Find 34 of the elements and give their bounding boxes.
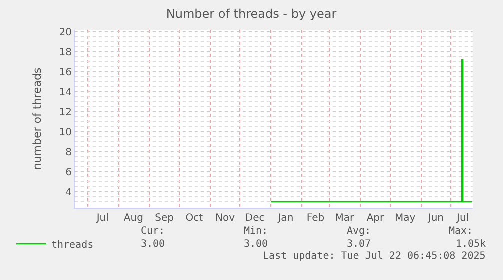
y-tick-label: 4 [66,188,72,198]
x-tick-label: Jun [427,213,444,224]
text: 1.05k [456,239,486,250]
x-tick-label: Aug [124,213,144,224]
text: 3.07 [347,239,372,250]
text: Max: [449,226,474,237]
x-tick-label: Oct [186,213,204,224]
text: Last update: Tue Jul 22 06:45:08 2025 [263,251,486,262]
y-tick-label: 20 [59,28,72,38]
y-tick-label: 12 [59,108,72,118]
x-tick-label: Sep [155,213,174,224]
text: 3.00 [141,239,166,250]
x-tick-label: Dec [245,213,265,224]
y-tick-label: 16 [59,68,72,78]
x-tick-label: Apr [366,213,386,224]
y-tick-label: 14 [59,88,72,98]
x-tick-label: Feb [306,213,325,224]
chart-title: Number of threads - by year [166,7,337,22]
y-axis-title: number of threads [30,68,44,170]
text: 3.00 [244,239,268,250]
x-tick-label: Jul [456,213,470,224]
x-tick-label: Jul [96,213,109,224]
legend-label: threads [51,240,94,251]
text: Cur: [141,226,166,237]
x-tick-label: Mar [335,213,355,224]
text: Avg: [347,226,372,237]
y-tick-label: 10 [59,128,72,138]
y-tick-label: 8 [66,148,72,158]
text: Min: [244,226,268,237]
x-tick-label: Jan [277,213,294,224]
y-tick-label: 6 [66,168,72,178]
x-tick-label: Nov [215,213,236,224]
y-tick-label: 18 [59,48,72,58]
x-tick-label: May [394,213,416,224]
